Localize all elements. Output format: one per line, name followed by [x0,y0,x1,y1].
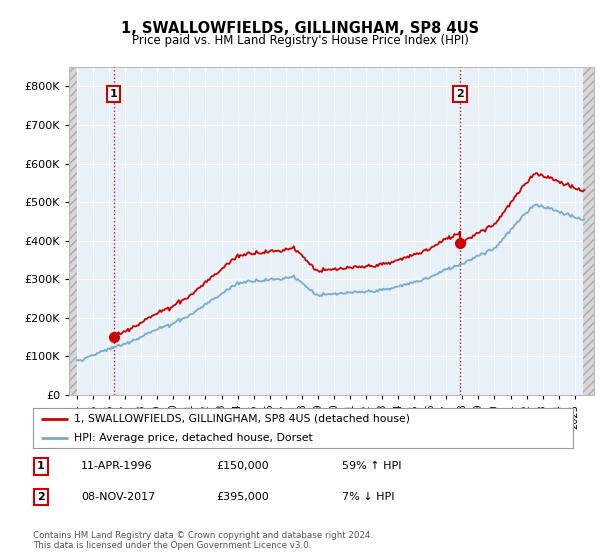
Text: HPI: Average price, detached house, Dorset: HPI: Average price, detached house, Dors… [74,433,312,443]
Text: 2: 2 [456,89,464,99]
Text: 2: 2 [37,492,44,502]
Text: 11-APR-1996: 11-APR-1996 [81,461,152,472]
Text: 1: 1 [37,461,44,472]
Text: Price paid vs. HM Land Registry's House Price Index (HPI): Price paid vs. HM Land Registry's House … [131,34,469,46]
Text: 1, SWALLOWFIELDS, GILLINGHAM, SP8 4US: 1, SWALLOWFIELDS, GILLINGHAM, SP8 4US [121,21,479,36]
Text: 59% ↑ HPI: 59% ↑ HPI [342,461,401,472]
Text: 1, SWALLOWFIELDS, GILLINGHAM, SP8 4US (detached house): 1, SWALLOWFIELDS, GILLINGHAM, SP8 4US (d… [74,414,409,424]
Text: £395,000: £395,000 [216,492,269,502]
Text: 1: 1 [110,89,118,99]
Bar [69,67,77,395]
Text: £150,000: £150,000 [216,461,269,472]
Text: 7% ↓ HPI: 7% ↓ HPI [342,492,395,502]
Bar [583,67,594,395]
Text: 08-NOV-2017: 08-NOV-2017 [81,492,155,502]
Text: Contains HM Land Registry data © Crown copyright and database right 2024.
This d: Contains HM Land Registry data © Crown c… [33,531,373,550]
